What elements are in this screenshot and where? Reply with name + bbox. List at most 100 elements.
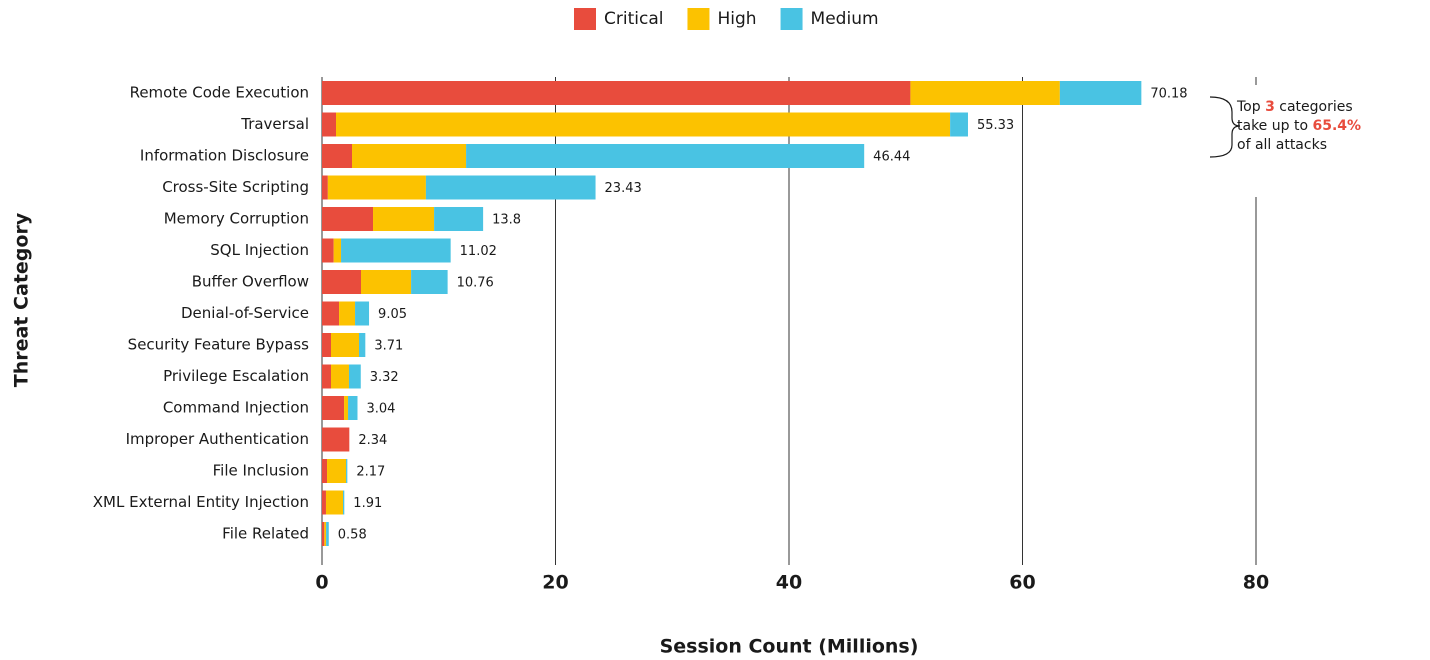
bar-segment — [324, 522, 327, 546]
y-tick-label: Information Disclosure — [140, 147, 309, 165]
bar-segment — [359, 333, 366, 357]
bar-segment — [322, 270, 361, 294]
bar-segment — [327, 175, 426, 200]
bar-segment — [360, 270, 412, 294]
annotation-highlight: 65.4% — [1312, 118, 1361, 134]
value-label: 11.02 — [460, 244, 497, 259]
legend-swatch — [574, 8, 596, 30]
legend-swatch — [780, 8, 803, 30]
y-tick-label: File Inclusion — [213, 462, 309, 480]
bar-segment — [322, 490, 326, 515]
y-tick-label: SQL Injection — [210, 241, 309, 259]
bar-segment — [348, 396, 358, 420]
value-label: 3.32 — [370, 370, 399, 385]
y-tick-label: Memory Corruption — [164, 210, 309, 228]
legend-label: High — [717, 9, 756, 29]
bar-segment — [322, 112, 337, 137]
x-axis-title: Session Count (Millions) — [660, 636, 919, 658]
y-tick-label: XML External Entity Injection — [93, 493, 309, 511]
bar-segment — [466, 144, 865, 168]
legend: Critical High Medium — [574, 8, 879, 30]
bar-segment — [330, 333, 360, 357]
bar-segment — [322, 207, 374, 231]
x-tick-label: 20 — [542, 572, 568, 594]
bar-segment — [339, 301, 356, 326]
legend-label: Medium — [811, 9, 879, 29]
bar-segment — [348, 364, 361, 389]
x-tick-label: 40 — [776, 572, 802, 594]
bar-segment — [373, 207, 435, 231]
value-label: 23.43 — [605, 181, 642, 196]
bar-segment — [333, 238, 342, 263]
bar-segment — [1059, 81, 1142, 105]
bar-segment — [322, 522, 325, 546]
bar-segment — [330, 364, 349, 389]
bar-segment — [352, 144, 467, 168]
bar-segment — [343, 490, 345, 515]
y-tick-label: Cross-Site Scripting — [162, 178, 309, 196]
bar-segment — [322, 301, 340, 326]
x-tick-label: 80 — [1243, 572, 1269, 594]
bar-segment — [341, 238, 451, 263]
bar-segment — [411, 270, 448, 294]
annotation-brace — [1209, 96, 1241, 158]
value-label: 2.17 — [356, 465, 385, 480]
value-label: 13.8 — [492, 213, 521, 228]
value-label: 3.04 — [366, 402, 395, 417]
y-tick-label: Privilege Escalation — [163, 367, 309, 385]
bars: Remote Code Execution 70.18 Traversal 55.33… — [93, 81, 1188, 546]
value-label: 55.33 — [977, 118, 1014, 133]
bar-segment — [322, 333, 331, 357]
value-label: 9.05 — [378, 307, 407, 322]
y-tick-label: Improper Authentication — [126, 430, 309, 448]
value-label: 0.58 — [338, 528, 367, 543]
x-tick-label: 0 — [315, 572, 328, 594]
value-label: 1.91 — [353, 496, 382, 511]
y-axis-title: Threat Category — [11, 212, 33, 387]
value-label: 10.76 — [457, 276, 494, 291]
bar-segment — [322, 144, 353, 168]
value-label: 70.18 — [1150, 87, 1187, 102]
bar-segment — [346, 459, 348, 483]
bar-segment — [425, 175, 596, 200]
bar-segment — [327, 459, 347, 483]
y-tick-label: Command Injection — [163, 399, 309, 417]
annotation-bg — [1230, 85, 1420, 197]
bar-segment — [322, 459, 328, 483]
bar-segment — [325, 490, 344, 515]
legend-label: Critical — [604, 9, 663, 29]
bar-segment — [344, 396, 349, 420]
x-tick-label: 60 — [1009, 572, 1035, 594]
value-label: 3.71 — [374, 339, 403, 354]
y-tick-label: Remote Code Execution — [130, 84, 309, 102]
value-label: 2.34 — [358, 433, 387, 448]
bar-segment — [322, 396, 345, 420]
bar-segment — [322, 364, 331, 389]
annotation-text: of all attacks — [1237, 137, 1327, 153]
y-tick-label: Security Feature Bypass — [128, 336, 310, 354]
annotation-text: Top — [1236, 99, 1261, 115]
annotation-highlight: 3 — [1265, 99, 1275, 115]
annotation-line: take up to 65.4% — [1237, 118, 1361, 134]
bar-segment — [434, 207, 484, 231]
bar-segment — [950, 112, 968, 137]
bar-segment — [322, 238, 334, 263]
value-label: 46.44 — [873, 150, 910, 165]
bar-segment — [355, 301, 370, 326]
annotation-line: of all attacks — [1237, 137, 1327, 153]
legend-swatch — [687, 8, 710, 30]
bar-segment — [326, 522, 329, 546]
annotation-line: Top 3 categories — [1236, 99, 1353, 115]
bar-segment — [910, 81, 1060, 105]
bar-segment — [322, 427, 350, 452]
bar-segment — [336, 112, 951, 137]
annotation-text: categories — [1279, 99, 1352, 115]
annotation-text: take up to — [1237, 118, 1308, 134]
y-tick-label: Traversal — [240, 115, 309, 133]
y-tick-label: Buffer Overflow — [192, 273, 309, 291]
bar-segment — [322, 175, 328, 200]
y-tick-label: File Related — [222, 525, 309, 543]
y-tick-label: Denial-of-Service — [181, 304, 309, 322]
bar-segment — [322, 81, 911, 105]
